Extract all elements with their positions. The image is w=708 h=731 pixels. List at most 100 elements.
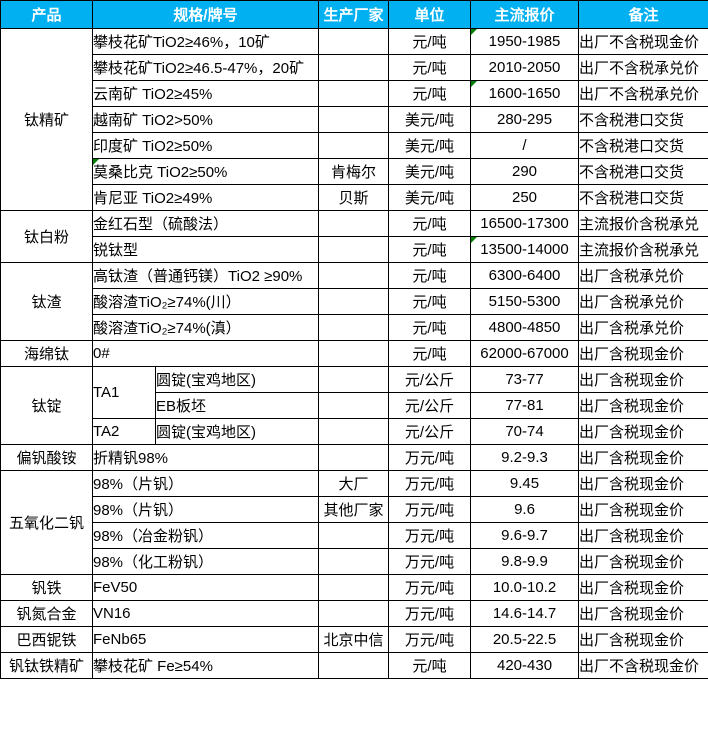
unit-cell: 万元/吨 [388,496,472,523]
header-product: 产品 [0,0,93,29]
header-price: 主流报价 [470,0,580,29]
unit-cell: 元/吨 [388,80,472,107]
maker-cell [318,288,390,315]
price-cell: 9.45 [470,470,580,497]
product-cell: 钒氮合金 [0,600,93,627]
note-cell: 出厂不含税承兑价 [578,80,708,107]
spec-cell: 98%（片钒） [91,470,320,497]
price-cell: / [470,132,580,159]
table-row: 莫桑比克 TiO2≥50% 肯梅尔 美元/吨 290 不含税港口交货 [1,158,708,185]
product-cell: 钒铁 [0,574,93,601]
note-cell: 出厂含税现金价 [578,522,708,549]
spec-cell: 印度矿 TiO2≥50% [91,132,320,159]
note-cell: 主流报价含税承兑 [578,236,708,263]
maker-cell [318,652,390,679]
unit-cell: 元/吨 [388,340,472,367]
table-row: 钛白粉 金红石型（硫酸法） 元/吨 16500-17300 主流报价含税承兑 [0,210,708,263]
spec-grade-cell: TA1 [92,366,156,419]
price-cell: 6300-6400 [470,262,580,289]
unit-cell: 万元/吨 [388,574,472,601]
header-spec: 规格/牌号 [91,0,320,29]
spec-type-cell: 圆锭(宝鸡地区) [154,366,320,393]
note-cell: 不含税港口交货 [578,184,708,211]
table-row: 钛渣 高钛渣（普通钙镁）TiO2 ≥90% 元/吨 6300-6400 出厂含税… [0,262,708,341]
note-cell: 出厂含税现金价 [578,444,708,471]
note-cell: 出厂含税现金价 [578,574,708,601]
product-cell: 钛渣 [0,262,93,341]
maker-cell [318,548,390,575]
header-unit: 单位 [388,0,472,29]
unit-cell: 万元/吨 [388,548,472,575]
price-cell: 62000-67000 [470,340,580,367]
note-cell: 不含税港口交货 [578,158,708,185]
note-cell: 出厂含税现金价 [578,470,708,497]
note-cell: 出厂不含税现金价 [578,28,708,55]
product-cell: 钒钛铁精矿 [0,652,93,679]
maker-cell [318,132,390,159]
price-cell: 10.0-10.2 [470,574,580,601]
price-cell: 250 [470,184,580,211]
product-cell: 钛白粉 [0,210,93,263]
maker-cell [318,262,390,289]
note-cell: 出厂含税现金价 [578,392,708,419]
note-cell: 出厂含税现金价 [578,340,708,367]
maker-cell [318,600,390,627]
note-cell: 出厂含税现金价 [578,626,708,653]
product-cell: 钛锭 [0,366,93,445]
unit-cell: 元/公斤 [388,418,472,445]
header-maker: 生产厂家 [318,0,390,29]
maker-cell [318,106,390,133]
unit-cell: 元/吨 [388,652,472,679]
price-cell: 2010-2050 [470,54,580,81]
spec-cell: 肯尼亚 TiO2≥49% [91,184,320,211]
note-cell: 不含税港口交货 [578,132,708,159]
table-row: 攀枝花矿TiO2≥46.5-47%，20矿 元/吨 2010-2050 出厂不含… [1,54,708,81]
note-cell: 出厂含税承兑价 [578,314,708,341]
table-row: 钒氮合金 VN16 万元/吨 14.6-14.7 出厂含税现金价 [0,600,708,627]
maker-cell: 北京中信 [318,626,390,653]
unit-cell: 美元/吨 [388,184,472,211]
unit-cell: 元/公斤 [388,366,472,393]
header-row: 产品 规格/牌号 生产厂家 单位 主流报价 备注 [0,0,708,29]
table-row: 印度矿 TiO2≥50% 美元/吨 / 不含税港口交货 [1,132,708,159]
spec-cell: 高钛渣（普通钙镁）TiO2 ≥90% [91,262,320,289]
price-cell: 1600-1650 [470,80,580,107]
table-row: 偏钒酸铵 折精钒98% 万元/吨 9.2-9.3 出厂含税现金价 [0,444,708,471]
maker-cell: 贝斯 [318,184,390,211]
price-cell: 280-295 [470,106,580,133]
spec-cell: FeNb65 [91,626,320,653]
price-cell: 77-81 [470,392,580,419]
product-cell: 巴西铌铁 [0,626,93,653]
unit-cell: 美元/吨 [388,132,472,159]
unit-cell: 万元/吨 [388,470,472,497]
price-cell: 73-77 [470,366,580,393]
price-cell: 14.6-14.7 [470,600,580,627]
unit-cell: 元/吨 [388,314,472,341]
price-cell: 9.2-9.3 [470,444,580,471]
note-cell: 出厂含税承兑价 [578,262,708,289]
table-row: 钒钛铁精矿 攀枝花矿 Fe≥54% 元/吨 420-430 出厂不含税现金价 [0,652,708,679]
spec-type-cell: EB板坯 [154,392,320,419]
header-note: 备注 [578,0,708,29]
unit-cell: 元/吨 [388,54,472,81]
table-row: 五氧化二钒 98%（片钒） 大厂 万元/吨 9.45 出厂含税现金价 [0,470,708,575]
table-row: 98%（片钒） 其他厂家 万元/吨 9.6 出厂含税现金价 [1,496,708,523]
product-cell: 钛精矿 [0,28,93,211]
note-cell: 出厂含税现金价 [578,600,708,627]
maker-cell [318,366,390,393]
spec-cell: 攀枝花矿TiO2≥46.5-47%，20矿 [91,54,320,81]
spec-cell: 98%（化工粉钒） [91,548,320,575]
spec-type-cell: 圆锭(宝鸡地区) [154,418,320,445]
maker-cell [318,28,390,55]
spec-cell: 锐钛型 [91,236,320,263]
note-cell: 出厂含税现金价 [578,548,708,575]
price-cell: 420-430 [470,652,580,679]
price-cell: 20.5-22.5 [470,626,580,653]
spec-cell: 0# [91,340,320,367]
spec-cell: 折精钒98% [91,444,320,471]
maker-cell [318,210,390,237]
note-cell: 出厂含税承兑价 [578,288,708,315]
spec-cell: 攀枝花矿 Fe≥54% [91,652,320,679]
maker-cell [318,236,390,263]
